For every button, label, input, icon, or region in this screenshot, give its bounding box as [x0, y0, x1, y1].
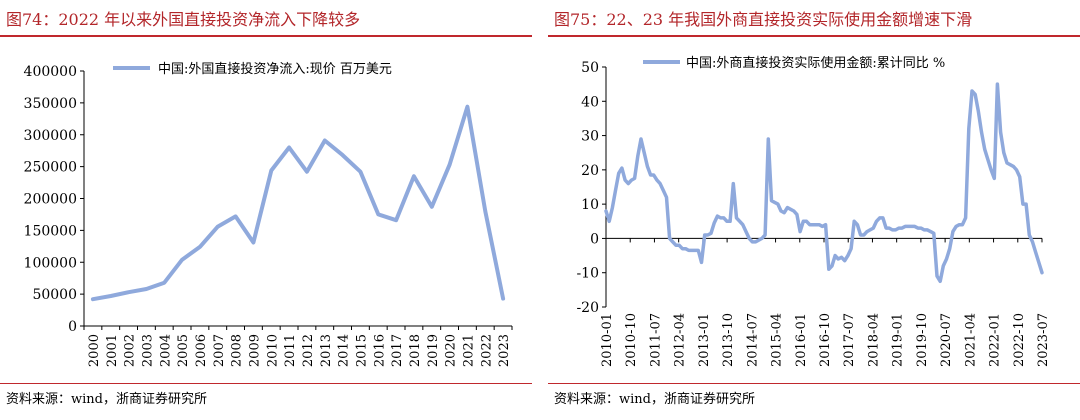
x-tick-label: 2014 — [337, 334, 352, 367]
y-tick-label: 100000 — [24, 255, 77, 271]
x-tick-label: 2014-07 — [745, 313, 760, 367]
y-tick-label: 300000 — [24, 128, 77, 144]
x-tick-label: 2012-04 — [673, 313, 688, 367]
x-tick-label: 2013-01 — [697, 313, 712, 367]
x-tick-label: 2019-10 — [915, 313, 930, 367]
y-tick-label: 0 — [590, 231, 599, 247]
x-tick-label: 2000 — [87, 334, 102, 367]
y-tick-label: 400000 — [24, 64, 77, 80]
x-tick-label: 2021 — [461, 334, 476, 367]
y-tick-label: 150000 — [24, 223, 77, 239]
series-line — [90, 104, 506, 302]
y-tick-label: 40 — [581, 94, 599, 110]
x-tick-label: 2008 — [230, 334, 245, 367]
fdi-net-inflow-chart: 0 50000 100000 150000 200000 250000 300000 3500… — [24, 61, 513, 367]
x-tick-label: 2015 — [354, 334, 369, 367]
x-tick-label: 2010 — [265, 334, 280, 367]
legend-label: 中国:外国直接投资净流入:现价 百万美元 — [158, 61, 392, 77]
fdi-actual-use-yoy-chart: -20 -10 0 10 20 30 40 50 2010-01 2010-10 2011-07 20… — [576, 55, 1051, 367]
right-chart-panel: 图75：22、23 年我国外商直接投资实际使用金额增速下滑 -20 -10 0 10 2… — [548, 0, 1080, 420]
x-tick-label: 2001 — [105, 334, 120, 367]
x-tick-label: 2012 — [301, 334, 316, 367]
x-tick-label: 2023 — [497, 334, 512, 367]
x-tick-label: 2013 — [319, 334, 334, 367]
y-tick-label: 50000 — [32, 287, 77, 303]
title-rule — [0, 35, 532, 37]
x-tick-label: 2013-10 — [721, 313, 736, 367]
x-tick-label: 2002 — [123, 334, 138, 367]
x-tick-label: 2003 — [140, 334, 155, 367]
x-tick-label: 2015-04 — [770, 313, 785, 367]
x-tick-label: 2023-07 — [1036, 313, 1051, 367]
y-tick-label: 250000 — [24, 160, 77, 176]
y-tick-label: 0 — [68, 319, 77, 335]
y-tick-label: 10 — [581, 197, 599, 213]
x-tick-label: 2022-10 — [1012, 313, 1027, 367]
source-note: 资料来源：wind，浙商证券研究所 — [554, 392, 755, 407]
source-rule — [548, 383, 1080, 384]
x-tick-label: 2021-04 — [963, 313, 978, 367]
legend-label: 中国:外商直接投资实际使用金额:累计同比 % — [686, 55, 945, 71]
x-tick-label: 2010-01 — [600, 313, 615, 367]
x-tick-label: 2019-01 — [891, 313, 906, 367]
x-tick-label: 2018-04 — [866, 313, 881, 367]
title-rule — [548, 35, 1080, 37]
x-tick-label: 2005 — [176, 334, 191, 367]
x-tick-label: 2020-07 — [939, 313, 954, 367]
x-tick-label: 2006 — [194, 334, 209, 367]
x-tick-label: 2010-10 — [624, 313, 639, 367]
x-tick-label: 2007 — [212, 334, 227, 367]
y-tick-label: 20 — [581, 163, 599, 179]
y-tick-label: 200000 — [24, 192, 77, 208]
x-tick-label: 2004 — [158, 334, 173, 367]
x-tick-label: 2016 — [372, 334, 387, 367]
y-tick-label: 50 — [581, 60, 599, 76]
x-tick-label: 2020 — [444, 334, 459, 367]
x-tick-label: 2022 — [479, 334, 494, 367]
left-chart-panel: 图74：2022 年以来外国直接投资净流入下降较多 0 50000 100000 15… — [0, 0, 532, 420]
figure-title: 图75：22、23 年我国外商直接投资实际使用金额增速下滑 — [554, 10, 973, 29]
x-tick-label: 2016-01 — [794, 313, 809, 367]
x-tick-label: 2022-01 — [988, 313, 1003, 367]
x-tick-label: 2017-07 — [842, 313, 857, 367]
x-tick-label: 2017 — [390, 334, 405, 367]
source-note: 资料来源：wind，浙商证券研究所 — [6, 392, 207, 407]
x-tick-label: 2011-07 — [648, 313, 663, 367]
series-line — [604, 82, 1044, 284]
y-tick-label: 30 — [581, 129, 599, 145]
x-tick-label: 2019 — [426, 334, 441, 367]
x-tick-label: 2011 — [283, 334, 298, 367]
source-rule — [0, 383, 532, 384]
y-tick-label: 350000 — [24, 96, 77, 112]
y-tick-label: -10 — [576, 266, 599, 282]
x-tick-label: 2018 — [408, 334, 423, 367]
x-tick-label: 2009 — [247, 334, 262, 367]
y-tick-label: -20 — [576, 300, 599, 316]
x-tick-label: 2016-10 — [818, 313, 833, 367]
figure-title: 图74：2022 年以来外国直接投资净流入下降较多 — [6, 10, 361, 29]
